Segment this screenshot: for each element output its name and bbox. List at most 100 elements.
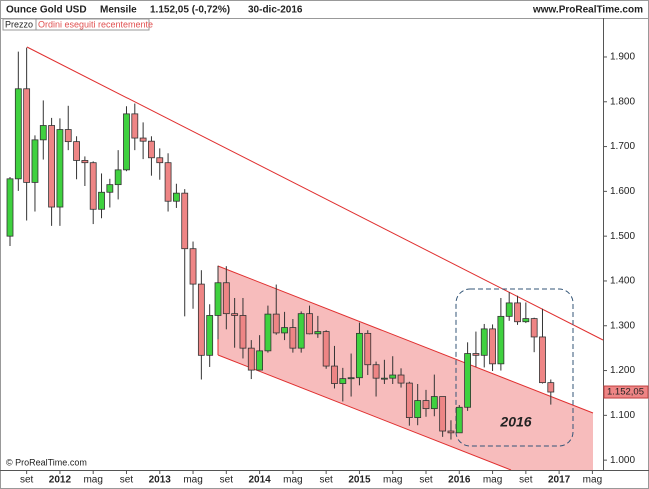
candle-body — [247, 347, 255, 371]
x-tick-label: mag — [383, 475, 402, 486]
candle-body — [397, 374, 405, 384]
y-tick-label: 1.400 — [610, 276, 635, 287]
candle-body — [89, 162, 97, 210]
x-tick-label: mag — [83, 475, 102, 486]
y-tick-label: 1.000 — [610, 455, 635, 466]
y-tick-label: 1.900 — [610, 52, 635, 63]
candle-body — [422, 400, 430, 410]
highlight-box — [455, 288, 574, 447]
candle-body — [364, 332, 372, 366]
candle-body — [405, 382, 413, 418]
candle-body — [514, 302, 521, 323]
candle-body — [439, 396, 447, 432]
candle-body — [322, 331, 330, 367]
candle-body — [139, 137, 147, 142]
quote: 1.152,05 (-0,72%) — [150, 5, 230, 16]
last-price-label: 1.152,05 — [607, 387, 644, 398]
candle-body — [489, 328, 496, 365]
candle-body — [6, 178, 14, 237]
x-tick-label: mag — [483, 475, 502, 486]
x-tick-label: 2013 — [149, 475, 172, 486]
candle-body — [81, 160, 89, 164]
y-tick-label: 1.300 — [610, 320, 635, 331]
candle-body — [206, 315, 214, 356]
candle-body — [214, 282, 222, 316]
candle-body — [547, 382, 555, 393]
copyright: © ProRealTime.com — [6, 457, 87, 467]
candle-body — [430, 396, 438, 410]
tab-label[interactable]: Prezzo — [5, 19, 33, 29]
candle-body — [123, 113, 130, 171]
y-tick-label: 1.100 — [610, 410, 635, 421]
candle-body — [239, 315, 247, 349]
candle-body — [222, 282, 230, 315]
source: www.ProRealTime.com — [532, 5, 643, 16]
last-price-marker — [603, 385, 649, 399]
x-tick-label: 2017 — [548, 475, 571, 486]
candle-body — [156, 157, 164, 164]
x-tick-label: 2015 — [348, 475, 371, 486]
candle-body — [347, 377, 355, 380]
x-tick-label: 2016 — [448, 475, 471, 486]
candle-body — [31, 139, 39, 183]
candle-body — [181, 192, 189, 250]
candles — [6, 47, 555, 440]
candle-body — [480, 328, 488, 356]
candle-body — [14, 88, 22, 180]
candle-body — [389, 374, 397, 379]
y-tick-label: 1.500 — [610, 231, 635, 242]
candle-body — [356, 332, 363, 379]
candle-body — [197, 283, 205, 356]
tab[interactable] — [35, 18, 150, 31]
x-tick-label: 2012 — [49, 475, 72, 486]
candle-body — [306, 313, 313, 335]
candle-body — [472, 353, 480, 356]
candle-body — [372, 364, 380, 379]
y-tick-label: 1.200 — [610, 365, 635, 376]
candle-body — [289, 327, 297, 349]
candle-body — [530, 318, 538, 338]
candle-body — [64, 129, 72, 143]
x-tick-label: set — [120, 475, 134, 486]
candle-body — [164, 162, 172, 202]
channel-line — [217, 354, 512, 471]
candle-body — [73, 141, 80, 161]
candle-body — [281, 327, 288, 334]
channel-line — [217, 265, 594, 414]
candle-body — [131, 113, 139, 139]
x-tick-label: set — [319, 475, 333, 486]
tab-label[interactable]: Ordini eseguiti recentemente — [38, 19, 153, 29]
candle-body — [231, 313, 239, 316]
candle-body — [114, 169, 122, 186]
y-tick-label: 1.600 — [610, 186, 635, 197]
candle-body — [380, 377, 388, 380]
x-tick-label: mag — [283, 475, 302, 486]
x-tick-label: mag — [583, 475, 602, 486]
candle-body — [172, 192, 180, 202]
candle-body — [264, 313, 272, 352]
candle-body — [39, 125, 47, 141]
candle-body — [339, 378, 347, 384]
candle-body — [256, 350, 264, 371]
y-tick-label: 1.700 — [610, 141, 635, 152]
x-tick-label: set — [419, 475, 433, 486]
candle-body — [23, 88, 31, 183]
candle-body — [189, 248, 197, 285]
x-tick-label: mag — [183, 475, 202, 486]
candle-body — [297, 313, 305, 349]
instrument: Ounce Gold USD — [6, 5, 87, 16]
candle-body — [505, 302, 513, 317]
candle-body — [539, 336, 546, 384]
x-tick-label: 2014 — [248, 475, 271, 486]
candle-body — [447, 430, 455, 434]
candle-body — [98, 191, 105, 210]
candle-body — [522, 318, 530, 323]
candle-body — [314, 331, 322, 335]
candle-body — [106, 184, 114, 193]
date: 30-dic-2016 — [248, 5, 303, 16]
axes: 1.000 1.100 1.200 1.300 1.400 1.500 1.600 1.700… — [20, 52, 649, 486]
candle-body — [48, 125, 55, 208]
x-tick-label: set — [220, 475, 234, 486]
candle-body — [455, 406, 463, 434]
